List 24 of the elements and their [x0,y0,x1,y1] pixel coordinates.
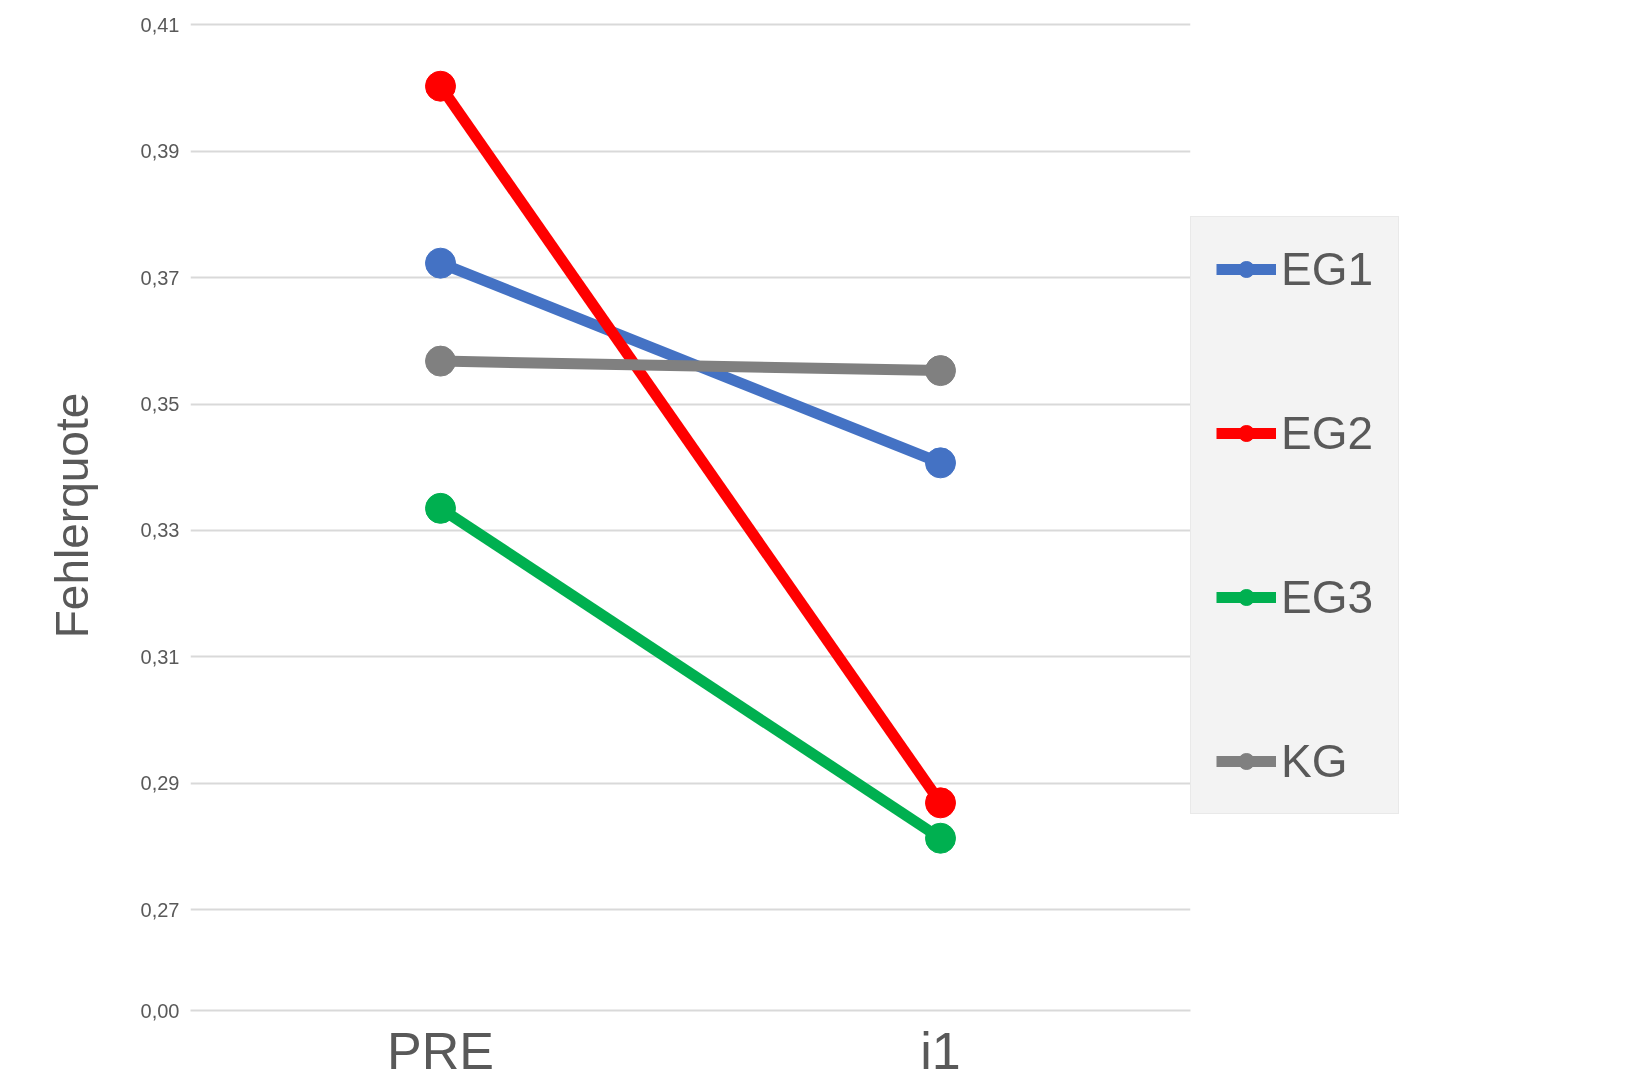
legend-label: KG [1281,734,1348,788]
point [925,447,956,479]
y-tick-label: 0,35 [140,393,180,416]
legend-label: EG2 [1281,406,1374,460]
y-tick-label: 0,27 [140,898,180,921]
text: 0,00 [140,999,180,1022]
x-tick-label: PRE [387,1021,494,1080]
y-tick-label: 0,33 [140,519,180,542]
y-tick-label: 0,39 [140,140,180,163]
point [925,355,956,387]
point [425,70,456,102]
y-tick-label: 0,29 [140,772,180,795]
y-tick-label: 0,31 [140,645,180,668]
point [425,247,456,279]
y-axis-title: Fehlerquote [45,392,98,639]
point [425,345,456,377]
legend-label: EG1 [1281,242,1374,296]
point [925,787,956,819]
x-tick-label: i1 [920,1021,961,1080]
point [925,822,956,854]
point [425,492,456,524]
legend-label: EG3 [1281,570,1374,624]
y-tick-label: 0,41 [140,13,180,36]
y-tick-label: 0,37 [140,266,180,289]
